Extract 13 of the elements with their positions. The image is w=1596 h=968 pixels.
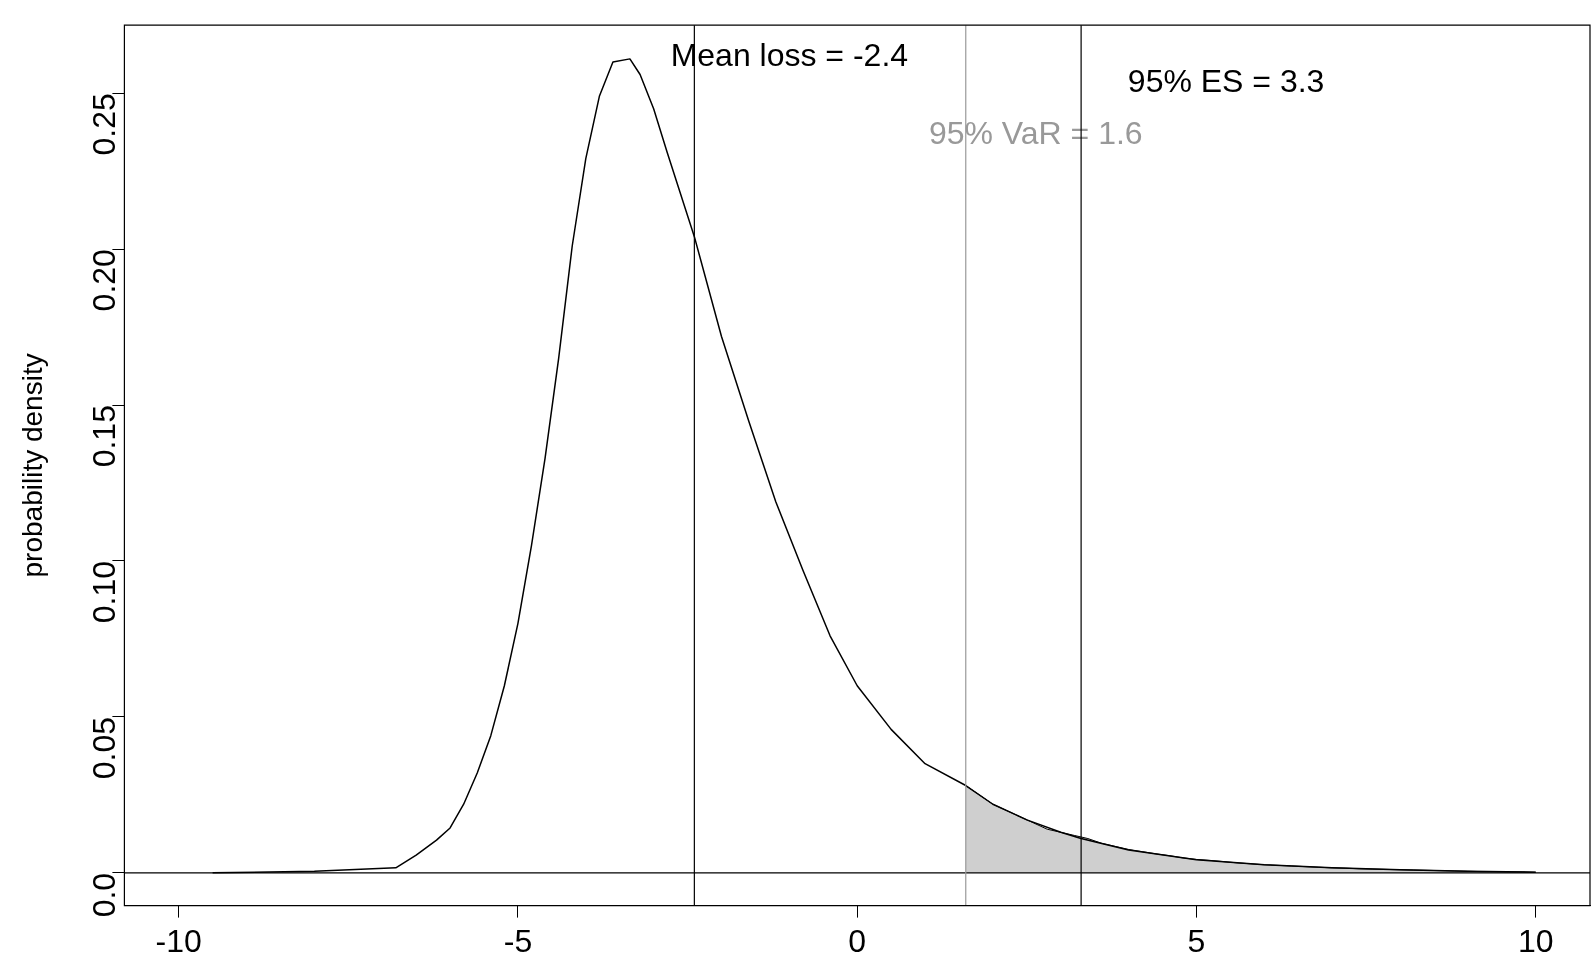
- y-tick-label: 0.20: [86, 249, 123, 312]
- y-tick-label: 0.15: [86, 405, 123, 468]
- y-tick-label: 0.25: [86, 93, 123, 156]
- x-tick-label: -10: [155, 922, 202, 959]
- y-axis-title: probability density: [16, 353, 48, 578]
- x-tick-label: -5: [503, 922, 533, 959]
- y-tick-label: 0.05: [86, 716, 123, 780]
- y-tick-label: 0.10: [86, 560, 123, 624]
- x-tick-label: 0: [848, 922, 867, 959]
- y-tick-label: 0.0: [86, 872, 123, 918]
- x-tick-label: 10: [1517, 922, 1554, 959]
- x-tick-label: 5: [1187, 922, 1206, 959]
- ref-line-label: 95% ES = 3.3: [1127, 63, 1325, 100]
